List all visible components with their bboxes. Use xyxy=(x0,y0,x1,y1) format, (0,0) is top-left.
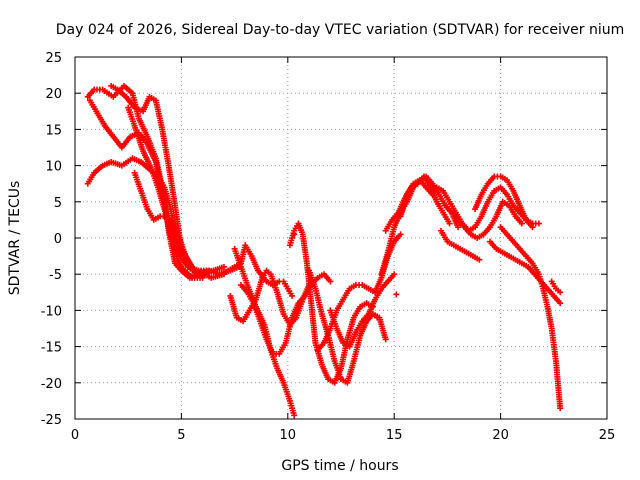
data-point xyxy=(289,292,296,299)
series-trace-12 xyxy=(306,267,389,386)
data-point xyxy=(393,291,400,298)
data-point xyxy=(291,412,298,419)
data-point xyxy=(518,220,525,227)
y-tick-label: -15 xyxy=(41,341,62,356)
loose-point xyxy=(291,231,298,238)
loose-point xyxy=(393,291,400,298)
y-tick-label: 0 xyxy=(54,232,62,247)
series-trace-8 xyxy=(227,267,313,328)
data-point xyxy=(391,271,398,278)
ticks: 0 5 10 15 20 25 -25 -20 -15 -10 -5 0 5 10 15 20 25 xyxy=(41,51,616,443)
data-point xyxy=(220,263,227,270)
data-point xyxy=(557,300,564,307)
series-trace-1 xyxy=(84,82,242,281)
data-point xyxy=(476,256,483,263)
y-tick-label: -5 xyxy=(49,268,62,283)
y-tick-label: -20 xyxy=(41,377,62,392)
x-tick-label: 15 xyxy=(386,428,403,443)
loose-point xyxy=(374,314,381,321)
data-point xyxy=(327,278,334,285)
data-layer xyxy=(84,82,564,419)
data-point xyxy=(557,405,564,412)
x-tick-label: 5 xyxy=(177,428,185,443)
series-trace-7 xyxy=(195,242,296,299)
data-point xyxy=(291,231,298,238)
x-tick-label: 0 xyxy=(71,428,79,443)
x-tick-label: 10 xyxy=(280,428,297,443)
data-point xyxy=(382,336,389,343)
data-point xyxy=(374,314,381,321)
y-tick-label: 5 xyxy=(54,196,62,211)
chart-title: Day 024 of 2026, Sidereal Day-to-day VTE… xyxy=(56,22,625,38)
data-point xyxy=(397,231,404,238)
data-point xyxy=(529,224,536,231)
data-point xyxy=(455,224,462,231)
y-tick-label: 20 xyxy=(45,87,62,102)
y-tick-label: -10 xyxy=(41,304,62,319)
series-trace-10 xyxy=(231,245,298,419)
data-point xyxy=(557,289,564,296)
y-tick-label: -25 xyxy=(41,413,62,428)
series-trace-6 xyxy=(125,104,210,278)
x-tick-label: 20 xyxy=(492,428,509,443)
x-axis-label: GPS time / hours xyxy=(281,458,398,474)
y-axis-label: SDTVAR / TECUs xyxy=(7,181,23,296)
series-trace-2 xyxy=(86,97,206,281)
y-tick-label: 10 xyxy=(45,160,62,175)
series-trace-18 xyxy=(438,227,483,263)
y-tick-label: 15 xyxy=(45,123,62,138)
series-trace-20 xyxy=(472,173,536,231)
data-point xyxy=(535,220,542,227)
data-point xyxy=(446,220,453,227)
series-trace-23 xyxy=(548,278,564,296)
x-tick-label: 25 xyxy=(599,428,616,443)
series-trace-11 xyxy=(286,220,376,386)
y-tick-label: 25 xyxy=(45,51,62,66)
series-trace-21 xyxy=(486,238,564,307)
series-trace-15 xyxy=(378,173,462,278)
series-trace-14 xyxy=(327,271,398,350)
series-trace-22 xyxy=(497,224,564,412)
series-trace-19 xyxy=(442,198,525,241)
